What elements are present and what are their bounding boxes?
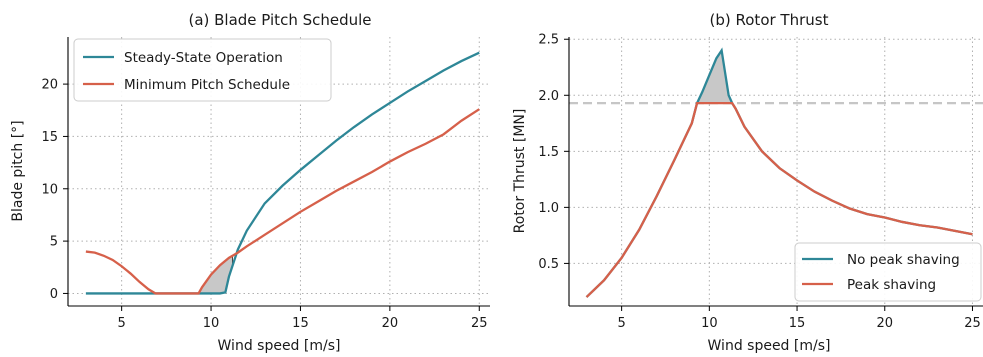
x-tick-label: 25 (471, 316, 488, 331)
panel-a-title: (a) Blade Pitch Schedule (188, 11, 371, 29)
y-tick-label: 1.5 (538, 145, 559, 160)
panel-b-series-peak-shaving (585, 101, 973, 298)
y-tick-label: 10 (41, 182, 58, 197)
y-tick-label: 20 (41, 78, 58, 93)
x-tick-label: 5 (617, 316, 625, 331)
panel-b: (b) Rotor Thrust 5 10 15 20 25 0.5 1.0 1.5 2.0 2.… (512, 11, 983, 354)
panel-a-legend: Steady-State Operation Minimum Pitch Sch… (73, 38, 332, 102)
y-tick-label: 15 (41, 130, 58, 145)
panel-b-legend-box (794, 242, 982, 302)
x-tick-label: 25 (964, 316, 981, 331)
x-tick-label: 10 (701, 316, 718, 331)
panel-a-xlabel: Wind speed [m/s] (218, 338, 341, 354)
x-tick-label: 10 (203, 316, 220, 331)
panel-b-legend: No peak shaving Peak shaving (794, 242, 982, 302)
y-tick-label: 1.0 (538, 201, 559, 216)
panel-a-legend-label-minimum-pitch: Minimum Pitch Schedule (124, 77, 290, 93)
x-tick-label: 15 (292, 316, 309, 331)
panel-a-ticks: 5 10 15 20 25 0 5 10 15 20 (41, 78, 487, 331)
y-tick-label: 2.5 (538, 33, 559, 48)
panel-b-legend-label-no-peak-shaving: No peak shaving (847, 252, 960, 268)
panel-b-ticks: 5 10 15 20 25 0.5 1.0 1.5 2.0 2.5 (538, 33, 980, 331)
panel-b-grid (569, 37, 983, 306)
panel-a-legend-box (73, 38, 332, 102)
y-tick-label: 2.0 (538, 89, 559, 104)
x-tick-label: 20 (876, 316, 893, 331)
y-tick-label: 0.5 (538, 257, 559, 272)
panel-a-legend-label-steady-state: Steady-State Operation (124, 50, 283, 66)
y-tick-label: 5 (50, 235, 58, 250)
panel-a: (a) Blade Pitch Schedule 5 10 15 20 25 0 5 10 15… (10, 11, 490, 354)
x-tick-label: 5 (118, 316, 126, 331)
x-tick-label: 20 (382, 316, 399, 331)
panel-b-title: (b) Rotor Thrust (710, 11, 829, 29)
panel-b-ylabel: Rotor Thrust [MN] (512, 109, 528, 234)
panel-b-legend-label-peak-shaving: Peak shaving (847, 277, 936, 293)
y-tick-label: 0 (50, 287, 58, 302)
panel-a-series-minimum-pitch (85, 108, 480, 295)
panel-a-ylabel: Blade pitch [°] (10, 120, 26, 221)
panel-b-xlabel: Wind speed [m/s] (708, 338, 831, 354)
x-tick-label: 15 (789, 316, 806, 331)
